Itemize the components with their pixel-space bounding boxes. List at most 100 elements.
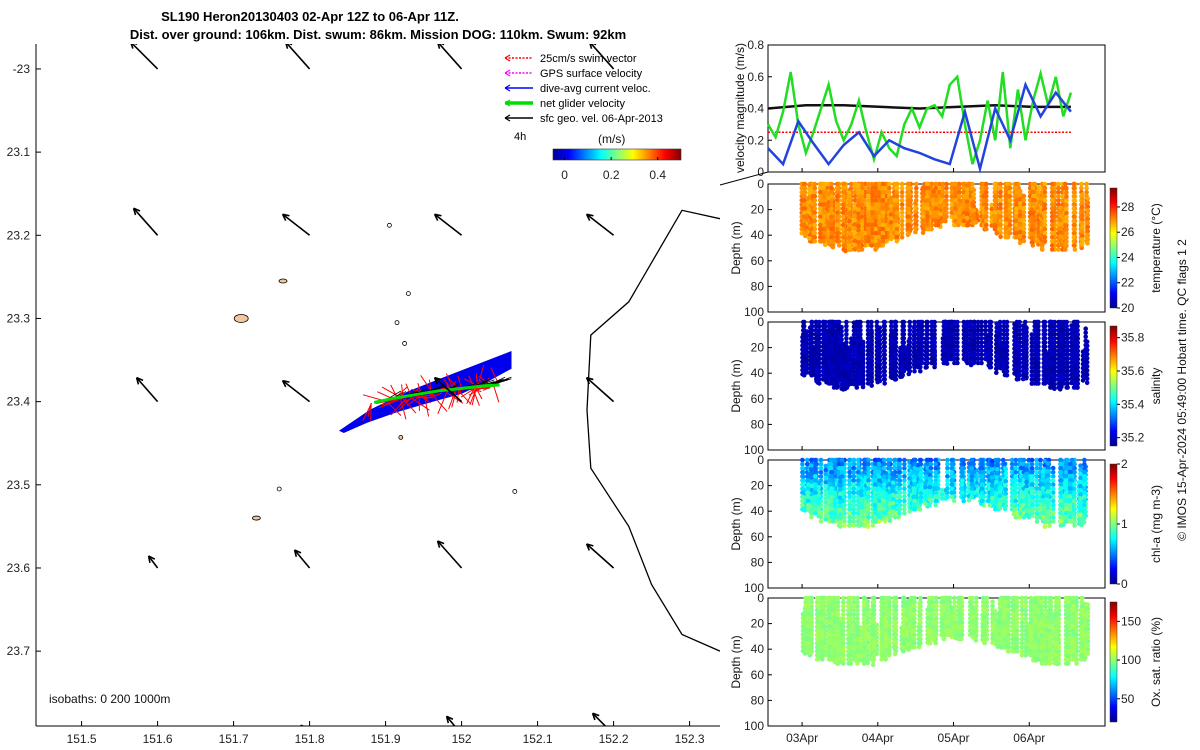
- profile-dot: [994, 321, 999, 326]
- map-colorbar-tick-label: 0.2: [603, 168, 620, 182]
- profile-dot: [964, 222, 970, 228]
- profile-dot: [851, 340, 857, 346]
- profile-dot: [913, 217, 918, 223]
- profile-dot: [1085, 236, 1090, 242]
- map-y-tick-label: 23.3: [7, 311, 31, 325]
- profile-dot: [1001, 356, 1007, 362]
- profile-dot: [847, 223, 852, 228]
- profile-dot: [992, 210, 998, 215]
- profile-dot: [1032, 348, 1037, 354]
- profile-dot: [1032, 319, 1037, 325]
- profile-dot: [1003, 204, 1009, 210]
- profile-dot: [873, 198, 878, 203]
- profile-dot: [888, 232, 894, 238]
- profile-y-tick-label: 20: [751, 203, 765, 217]
- profile-dot: [964, 211, 970, 217]
- profile-dot: [918, 368, 923, 374]
- map-colorbar-tick-label: 0: [561, 168, 568, 182]
- profile-dot: [1021, 201, 1027, 207]
- profile-dot: [875, 343, 881, 349]
- profile-dot: [899, 374, 905, 379]
- profile-dot: [842, 523, 847, 528]
- profile-dot: [1021, 218, 1027, 223]
- profile-dot: [842, 382, 848, 388]
- profile-dot: [1044, 355, 1049, 360]
- profile-dot: [907, 356, 913, 362]
- profile-dot: [892, 319, 898, 325]
- figure-title-line1: SL190 Heron20130403 02-Apr 12Z to 06-Apr…: [161, 9, 459, 24]
- profile-dot: [1029, 227, 1035, 233]
- profile-dot: [953, 198, 958, 203]
- profile-dot: [1056, 189, 1061, 195]
- profile-dot: [902, 506, 907, 512]
- profile-dot: [998, 198, 1003, 203]
- profile-dot: [937, 185, 942, 191]
- profile-dot: [925, 185, 930, 191]
- profile-dot: [888, 208, 894, 213]
- profile-dot: [920, 205, 926, 211]
- profile-dot: [899, 198, 905, 203]
- profile-dot: [814, 370, 820, 376]
- profile-dot: [886, 457, 891, 463]
- profile-dot: [865, 368, 871, 374]
- velocity-series-line: [767, 81, 1072, 174]
- profile-dot: [1003, 217, 1009, 222]
- profile-dot: [875, 360, 881, 365]
- profile-dot: [944, 194, 949, 199]
- profile-dot: [852, 246, 857, 252]
- profile-dot: [865, 356, 871, 362]
- profile-dot: [929, 323, 935, 329]
- profile-dot: [876, 214, 882, 220]
- profile-dot: [876, 181, 882, 187]
- profile-dot: [906, 194, 911, 199]
- profile-dot: [911, 346, 917, 351]
- profile-dot: [1029, 215, 1035, 220]
- profile-dot: [1014, 234, 1019, 240]
- profile-dot: [847, 210, 852, 216]
- profile-dot: [957, 218, 962, 224]
- profile-dot: [948, 356, 953, 362]
- profile-colorbar-tick-label: 35.2: [1121, 431, 1145, 445]
- profile-dot: [802, 362, 807, 368]
- profile-dot: [1017, 344, 1022, 349]
- profile-dot: [1049, 381, 1055, 386]
- profile-dot: [943, 332, 948, 337]
- profile-dot: [907, 352, 913, 358]
- profile-ylabel: Depth (m): [729, 221, 743, 274]
- profile-dot: [892, 336, 898, 341]
- profile-dot: [992, 222, 998, 228]
- profile-dot: [875, 364, 881, 369]
- profile-dot: [1044, 363, 1049, 369]
- profile-dot: [984, 189, 989, 195]
- profile-dot: [1017, 372, 1022, 378]
- profile-dot: [892, 356, 898, 362]
- profile-dot: [984, 194, 989, 199]
- swim-vector: [472, 388, 480, 406]
- profile-dot: [1044, 379, 1049, 385]
- profile-dot: [834, 181, 840, 187]
- profile-dot: [1022, 368, 1028, 374]
- profile-dot: [1065, 368, 1070, 374]
- profile-dot: [876, 239, 882, 244]
- profile-dot: [829, 185, 834, 191]
- profile-dot: [1029, 231, 1035, 237]
- profile-dot: [920, 189, 926, 195]
- profile-dot: [925, 218, 930, 224]
- profile-dot: [918, 327, 923, 333]
- profile-dot: [944, 214, 949, 220]
- profile-dot: [979, 344, 984, 349]
- profile-dot: [858, 377, 863, 382]
- profile-dot: [1064, 219, 1069, 224]
- profile-dot: [1080, 229, 1085, 234]
- profile-dot: [1075, 332, 1080, 337]
- profile-dot: [971, 200, 977, 205]
- profile-dot: [802, 210, 807, 215]
- profile-dot: [1071, 206, 1077, 211]
- profile-dot: [882, 381, 887, 386]
- profile-dot: [1003, 192, 1009, 198]
- profile-dot: [814, 350, 820, 355]
- geo-vector-shaft: [586, 543, 615, 569]
- profile-dot: [1064, 243, 1069, 249]
- profile-dot: [865, 336, 871, 341]
